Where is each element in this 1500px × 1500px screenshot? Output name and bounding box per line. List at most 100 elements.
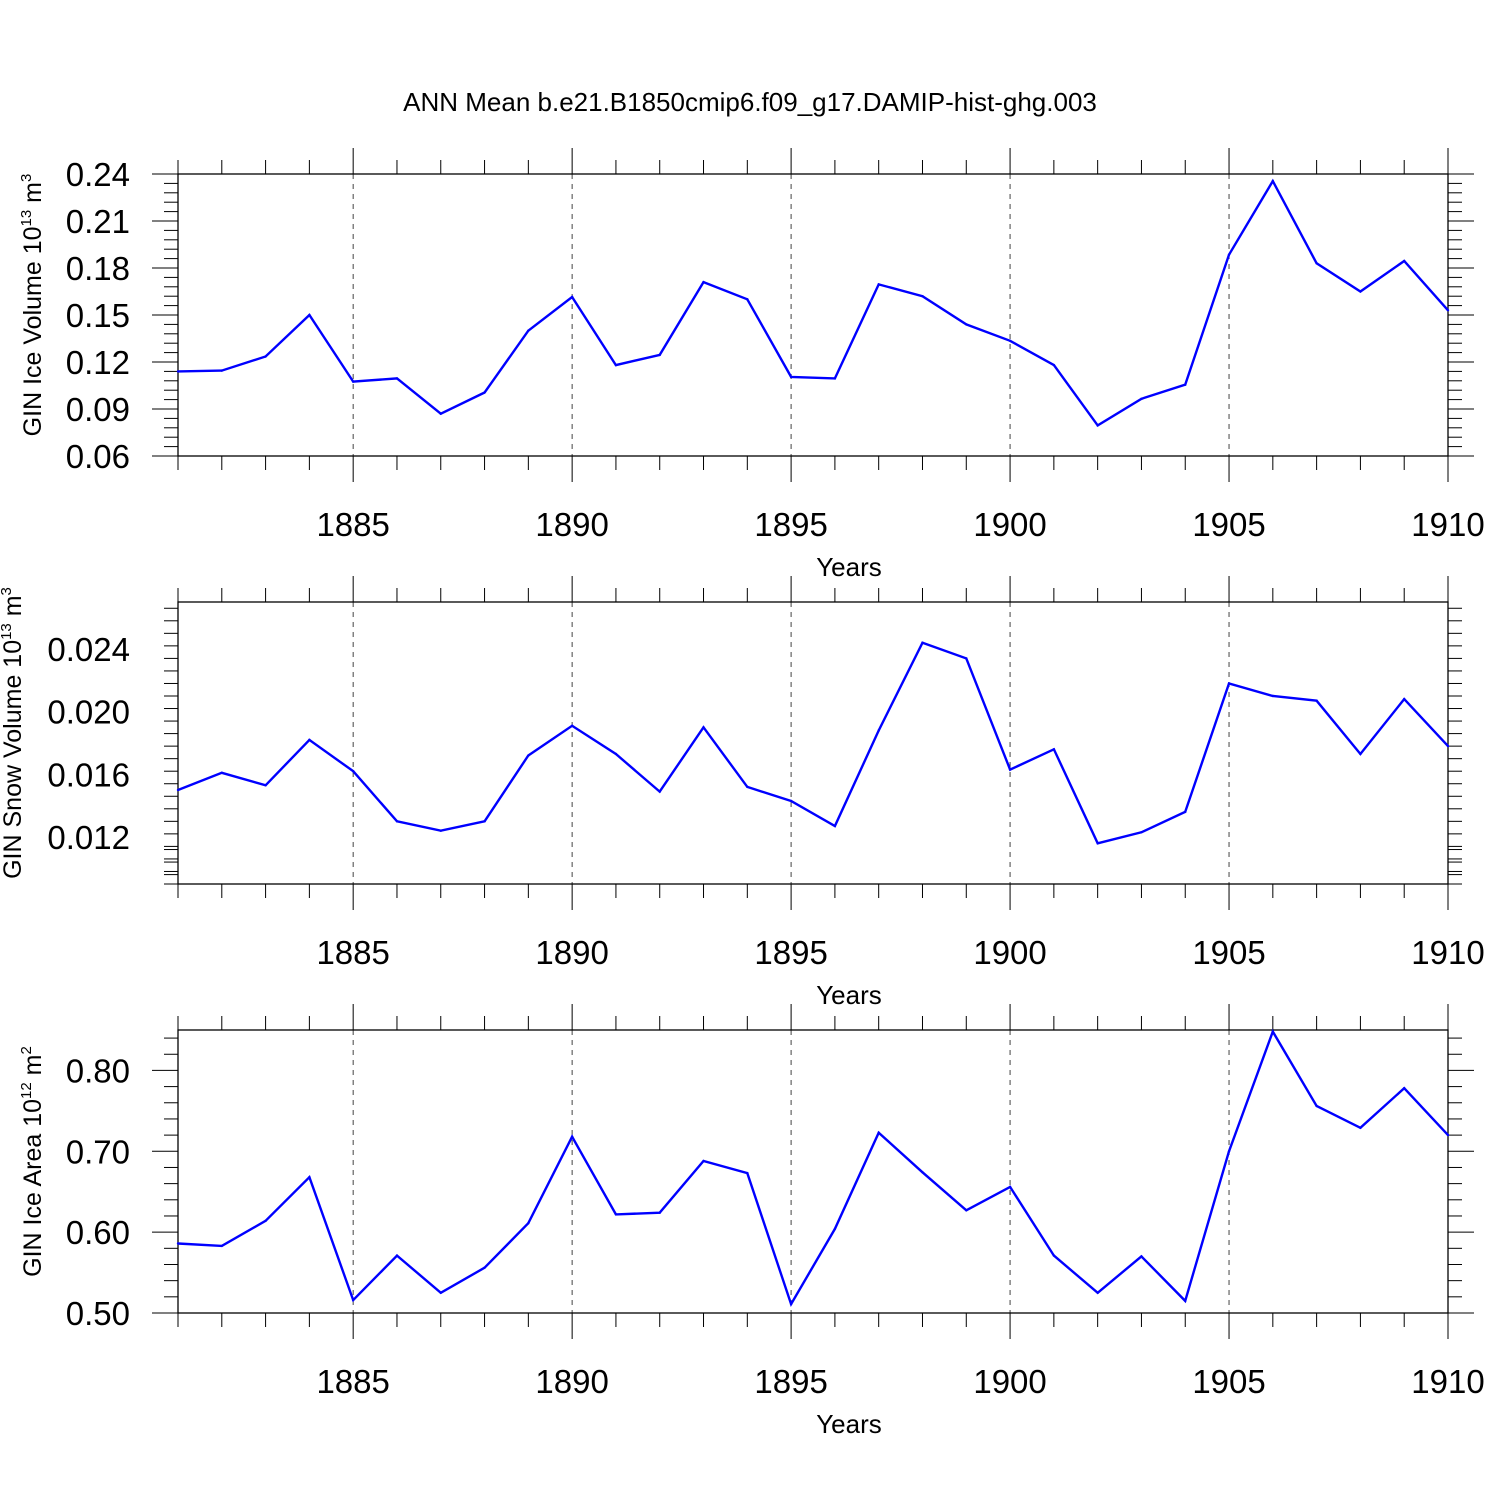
x-axis-title: Years xyxy=(816,980,882,1010)
y-axis-title-main: GIN Ice Area 10 xyxy=(19,1099,47,1277)
data-point xyxy=(658,1211,661,1214)
y-tick-label: 0.12 xyxy=(66,344,130,381)
data-point xyxy=(527,329,530,332)
y-tick-label: 0.18 xyxy=(66,250,130,287)
y-tick-label: 0.020 xyxy=(47,694,130,731)
data-point xyxy=(264,355,267,358)
data-point xyxy=(833,377,837,380)
panels: 1885 1890 1895 1900 1905 1910 Years 0.06 0.09 0.1… xyxy=(0,148,1485,1439)
data-point xyxy=(570,724,574,727)
data-point xyxy=(702,280,705,284)
y-tick-label: 0.016 xyxy=(47,756,130,793)
series-line xyxy=(177,1028,1449,1307)
x-tick-label: 1890 xyxy=(535,934,608,971)
x-tick-label: 1895 xyxy=(754,934,827,971)
data-point xyxy=(833,824,837,828)
data-point xyxy=(1403,1087,1406,1090)
data-point xyxy=(1227,253,1231,256)
data-point xyxy=(176,370,180,373)
x-tick-label: 1910 xyxy=(1411,1363,1484,1400)
data-point xyxy=(1052,1254,1056,1257)
y-axis-title-unit-exp: 3 xyxy=(18,174,35,182)
data-point xyxy=(921,1171,924,1174)
y-tick-label: 0.80 xyxy=(66,1052,130,1089)
x-tick-label: 1910 xyxy=(1411,506,1484,543)
data-point xyxy=(702,726,705,729)
y-axis-title: GIN Ice Volume 1013 m3 xyxy=(18,174,47,437)
data-point xyxy=(176,1242,180,1245)
data-point xyxy=(1184,383,1187,386)
data-point xyxy=(395,377,399,380)
data-point xyxy=(483,391,486,394)
plot-frame xyxy=(177,601,1449,885)
series-line xyxy=(177,641,1449,845)
data-point xyxy=(1140,397,1143,401)
data-point xyxy=(351,770,355,773)
data-point xyxy=(1008,768,1012,771)
data-point xyxy=(1403,697,1406,701)
y-axis-title-unit-exp: 3 xyxy=(0,587,15,595)
data-point xyxy=(877,729,880,732)
data-point xyxy=(483,820,486,823)
data-point xyxy=(1403,259,1406,263)
data-point xyxy=(921,295,924,298)
data-point xyxy=(1008,339,1012,343)
data-point xyxy=(1096,842,1099,845)
data-point xyxy=(1096,424,1099,427)
data-point xyxy=(789,799,793,803)
x-axis-title: Years xyxy=(816,552,882,582)
plot-frame xyxy=(177,1029,1449,1314)
data-point xyxy=(614,752,618,756)
data-point xyxy=(1052,363,1056,367)
data-point xyxy=(1052,748,1056,751)
data-point xyxy=(439,1291,442,1294)
y-axis-title-main: GIN Snow Volume 10 xyxy=(0,640,27,879)
y-tick-label: 0.21 xyxy=(66,203,130,240)
y-axis-title: GIN Ice Area 1012 m2 xyxy=(18,1046,47,1277)
y-tick-label: 0.15 xyxy=(66,297,130,334)
data-point xyxy=(264,784,267,787)
data-point xyxy=(527,1222,530,1225)
data-point xyxy=(1315,1104,1318,1108)
data-point xyxy=(746,298,749,301)
y-tick-label: 0.60 xyxy=(66,1214,130,1251)
x-tick-label: 1900 xyxy=(973,1363,1046,1400)
x-tick-label: 1890 xyxy=(535,506,608,543)
data-point xyxy=(483,1266,486,1269)
y-tick-label: 0.09 xyxy=(66,391,130,428)
series-line xyxy=(177,178,1449,428)
x-tick-label: 1905 xyxy=(1192,1363,1265,1400)
data-point xyxy=(308,1175,311,1179)
data-point xyxy=(1096,1291,1099,1294)
data-point xyxy=(614,363,618,367)
x-axis-title: Years xyxy=(816,1409,882,1439)
data-point xyxy=(176,788,180,792)
data-point xyxy=(1315,699,1318,702)
data-point xyxy=(570,295,574,299)
data-point xyxy=(1140,831,1143,834)
data-point xyxy=(1271,1030,1275,1033)
data-point xyxy=(658,790,661,793)
data-point xyxy=(746,785,749,789)
data-point xyxy=(1227,682,1231,685)
data-point xyxy=(877,1131,880,1134)
data-point xyxy=(264,1219,267,1223)
x-tick-label: 1900 xyxy=(973,506,1046,543)
y-tick-label: 0.70 xyxy=(66,1133,130,1170)
data-point xyxy=(1359,1126,1362,1130)
x-tick-label: 1900 xyxy=(973,934,1046,971)
panel-1: 1885 1890 1895 1900 1905 1910 Years 0.06 0.09 0.1… xyxy=(18,148,1485,582)
y-tick-label: 0.012 xyxy=(47,819,130,856)
data-point xyxy=(1359,752,1362,756)
data-point xyxy=(965,657,968,660)
panel-2: 1885 1890 1895 1900 1905 1910 Years 0.012 0.016 0… xyxy=(0,576,1485,1010)
data-point xyxy=(658,353,661,357)
data-point xyxy=(1359,290,1362,293)
data-point xyxy=(965,323,968,326)
data-point xyxy=(965,1209,968,1212)
data-point xyxy=(1446,309,1450,312)
data-point xyxy=(439,829,442,832)
data-point xyxy=(220,771,223,774)
data-point xyxy=(1008,1185,1012,1189)
x-tick-label: 1905 xyxy=(1192,934,1265,971)
